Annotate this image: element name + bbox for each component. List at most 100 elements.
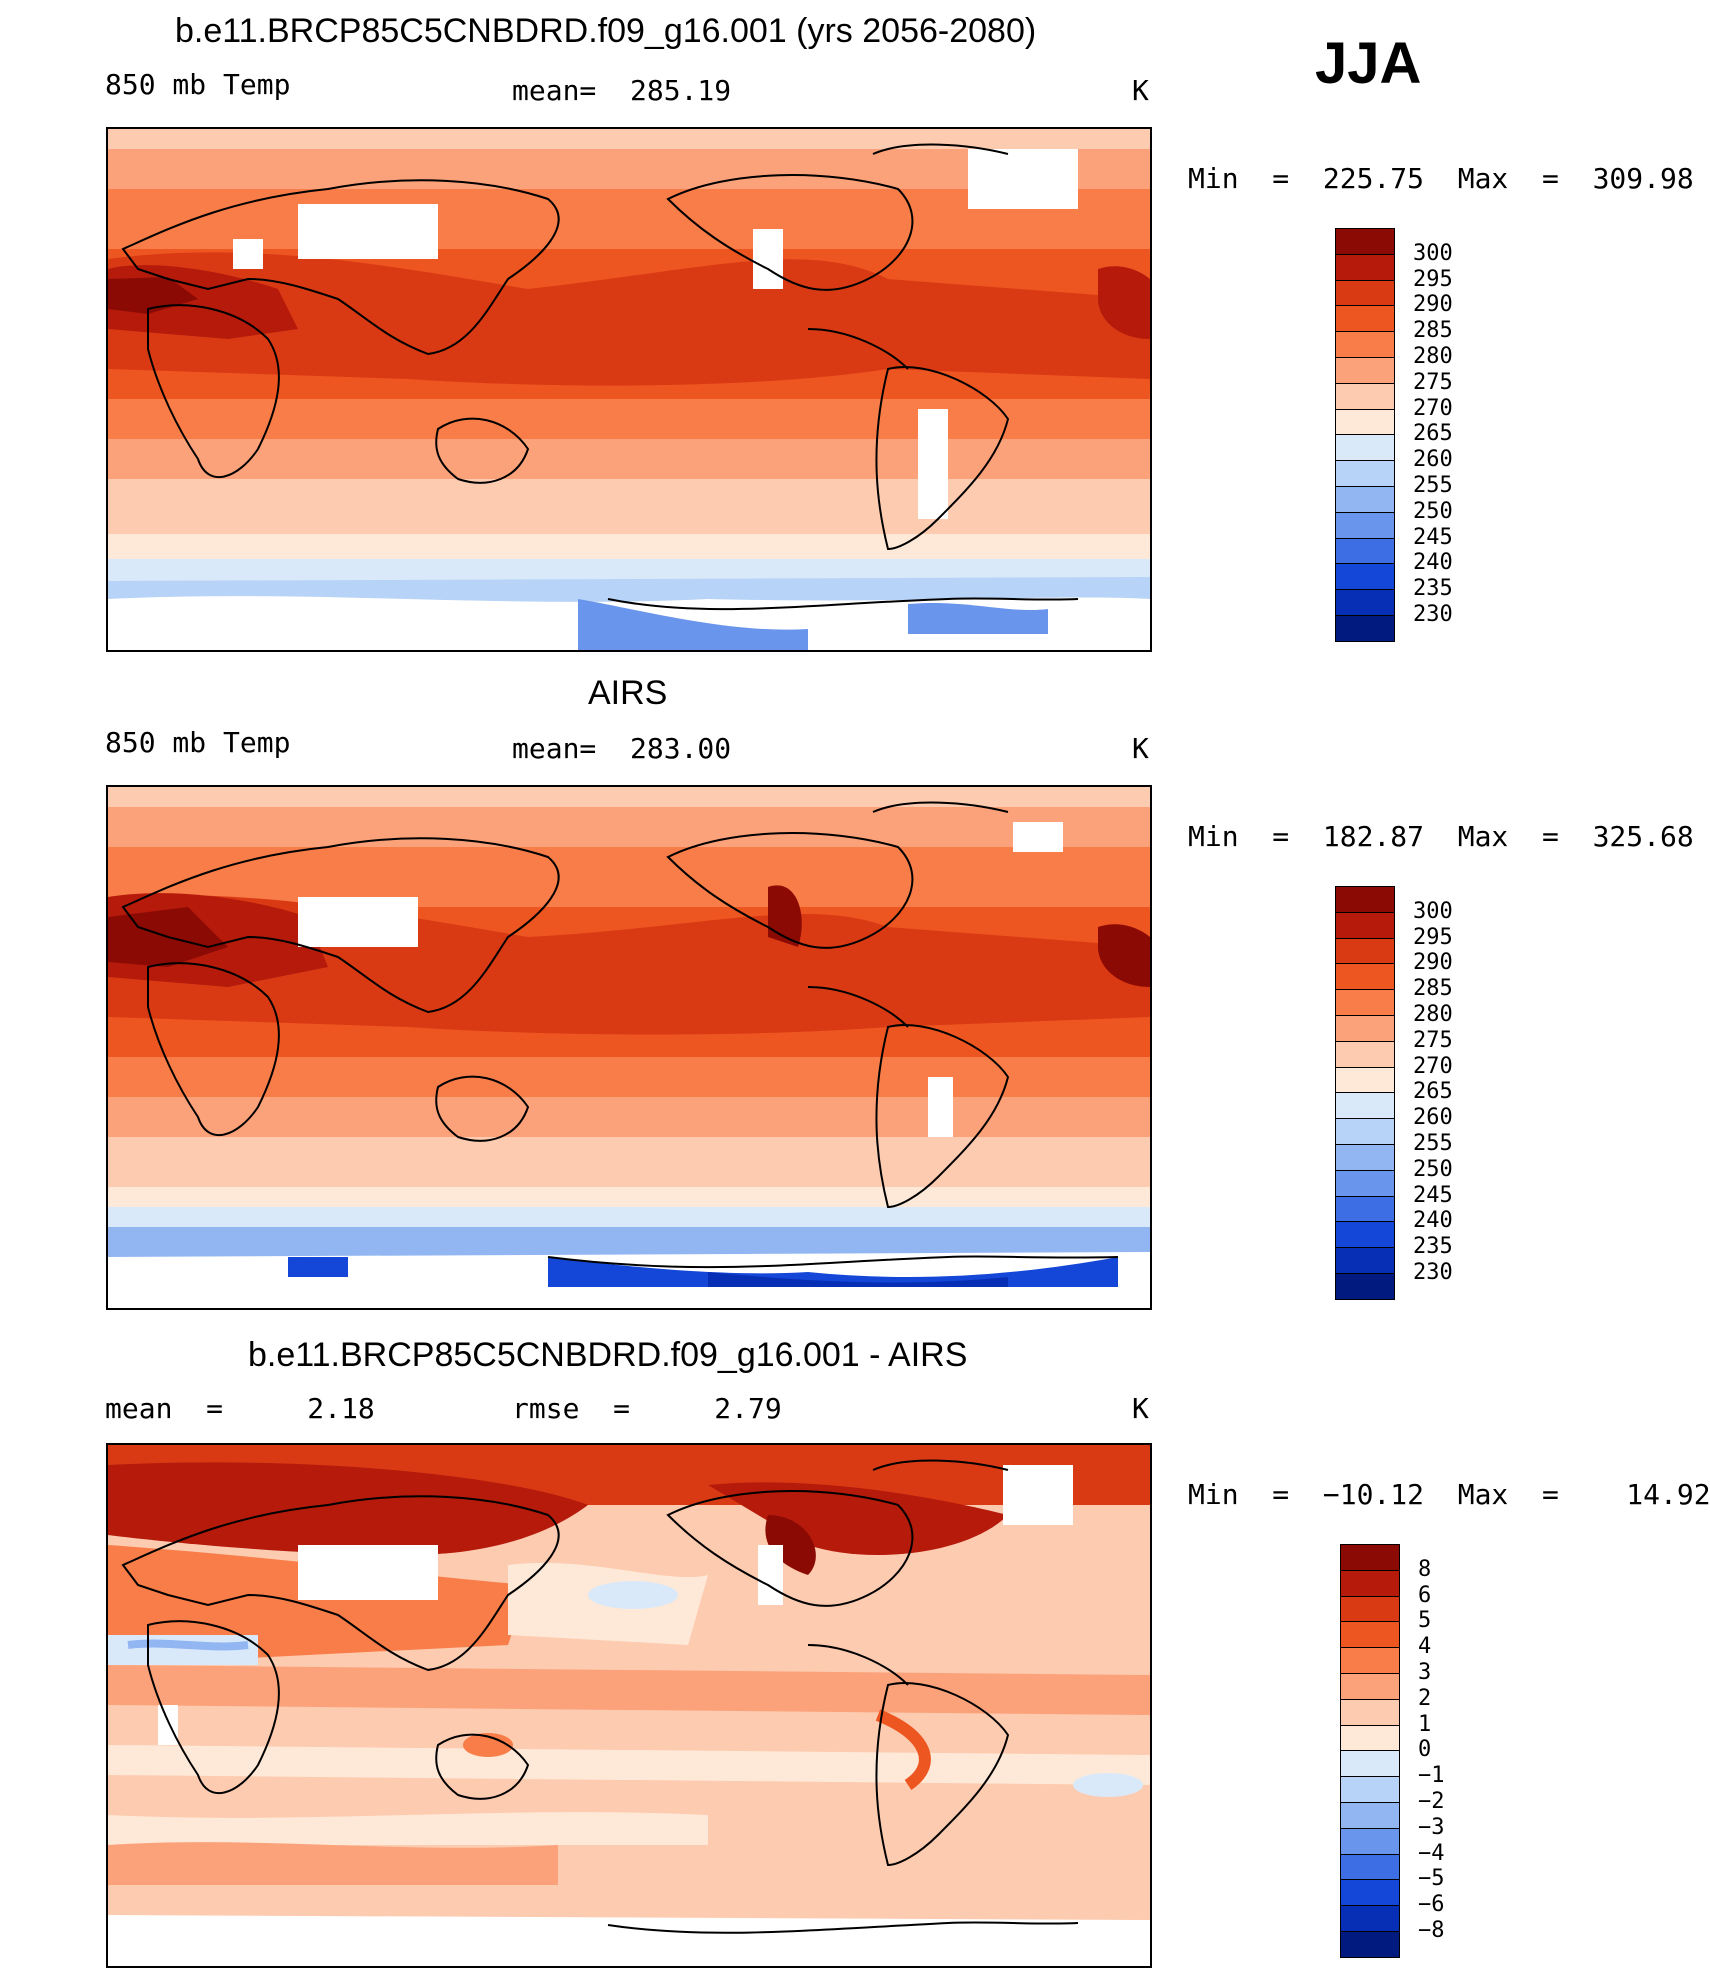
panel-2-units: K [1132, 732, 1149, 765]
panel-2-title: AIRS [588, 674, 668, 712]
panel-1-minmax: Min = 225.75 Max = 309.98 [1188, 162, 1694, 195]
panel-3-title: b.e11.BRCP85C5CNBDRD.f09_g16.001 - AIRS [248, 1336, 968, 1374]
colorbar-cell [1335, 937, 1395, 965]
panel-3-map [106, 1443, 1152, 1968]
colorbar-label: 245 [1413, 1182, 1453, 1208]
colorbar-cell [1335, 1015, 1395, 1042]
colorbar-cell [1340, 1802, 1400, 1829]
colorbar-label: −5 [1418, 1866, 1445, 1892]
colorbar-label: 285 [1413, 976, 1453, 1002]
colorbar-label: 2 [1418, 1685, 1432, 1711]
colorbar-label: 290 [1413, 292, 1453, 318]
colorbar-label: 230 [1413, 602, 1453, 627]
colorbar-label: 1 [1418, 1711, 1432, 1737]
colorbar-cell [1335, 511, 1395, 539]
panel-3-units: K [1132, 1392, 1149, 1425]
panel-1-title: b.e11.BRCP85C5CNBDRD.f09_g16.001 (yrs 20… [175, 12, 1037, 50]
panel-2-map-svg [108, 787, 1150, 1308]
colorbar-label: 280 [1413, 1002, 1453, 1027]
colorbar-label: 250 [1413, 498, 1453, 524]
colorbar-cell [1335, 537, 1395, 565]
colorbar-label: 240 [1413, 1208, 1453, 1234]
colorbar-label: −6 [1418, 1892, 1445, 1918]
colorbar-cell [1340, 1595, 1400, 1623]
colorbar-cell [1335, 460, 1395, 487]
colorbar-label: 260 [1413, 447, 1453, 473]
colorbar-cell [1335, 228, 1395, 255]
colorbar-cell [1335, 1221, 1395, 1249]
panel-2-map [106, 785, 1152, 1310]
colorbar-cell [1335, 1066, 1395, 1094]
colorbar-label: 0 [1418, 1737, 1432, 1763]
colorbar-label: 5 [1418, 1608, 1432, 1634]
season-label: JJA [1315, 31, 1422, 96]
colorbar-label: 4 [1418, 1634, 1432, 1660]
colorbar-label: 265 [1413, 1079, 1453, 1105]
colorbar-cell [1335, 563, 1395, 591]
colorbar-cell [1335, 1144, 1395, 1171]
colorbar-cell [1335, 1118, 1395, 1145]
colorbar-label: 8 [1418, 1556, 1432, 1582]
colorbar-cell [1340, 1698, 1400, 1726]
colorbar-cell [1335, 279, 1395, 307]
colorbar-cell [1335, 1092, 1395, 1120]
colorbar-label: 280 [1413, 344, 1453, 369]
colorbar-cell [1340, 1905, 1400, 1932]
colorbar-cell [1335, 1247, 1395, 1274]
colorbar-cell [1335, 357, 1395, 384]
panel-3-minmax: Min = −10.12 Max = 14.92 [1188, 1478, 1710, 1511]
colorbar-cell [1335, 253, 1395, 281]
colorbar-label: 300 [1413, 240, 1453, 266]
panel-1-map-svg [108, 129, 1150, 650]
panel-2-variable: 850 mb Temp [105, 726, 291, 759]
colorbar-label: 255 [1413, 473, 1453, 498]
colorbar-label: −2 [1418, 1789, 1445, 1814]
colorbar-label: 250 [1413, 1156, 1453, 1182]
colorbar-cell [1335, 486, 1395, 513]
colorbar-cell [1340, 1544, 1400, 1571]
colorbar-cell [1335, 305, 1395, 333]
colorbar-label: 265 [1413, 421, 1453, 447]
colorbar-label: 290 [1413, 950, 1453, 976]
colorbar-label: 295 [1413, 924, 1453, 950]
panel-3-map-svg [108, 1445, 1150, 1966]
colorbar-cell [1340, 1879, 1400, 1907]
colorbar-label: 275 [1413, 369, 1453, 395]
colorbar-cell [1340, 1673, 1400, 1700]
colorbar-cell [1340, 1827, 1400, 1855]
colorbar-label: 255 [1413, 1131, 1453, 1156]
panel-1-mean: mean= 285.19 [512, 74, 732, 107]
colorbar-label: −3 [1418, 1814, 1445, 1840]
colorbar-cell [1335, 434, 1395, 462]
colorbar-cell [1335, 589, 1395, 616]
colorbar-label: −8 [1418, 1918, 1445, 1943]
panel-3-mean: mean = 2.18 [105, 1392, 375, 1425]
colorbar-cell [1335, 615, 1395, 642]
colorbar-cell [1340, 1776, 1400, 1803]
colorbar-label: 245 [1413, 524, 1453, 550]
colorbar-label: 3 [1418, 1660, 1432, 1685]
colorbar-cell [1340, 1569, 1400, 1597]
panel-3-rmse: rmse = 2.79 [512, 1392, 782, 1425]
colorbar-label: 300 [1413, 898, 1453, 924]
colorbar-cell [1335, 989, 1395, 1016]
colorbar-label: 270 [1413, 395, 1453, 421]
colorbar-label: −1 [1418, 1763, 1445, 1789]
colorbar-cell [1340, 1621, 1400, 1649]
colorbar-cell [1340, 1724, 1400, 1752]
colorbar-label: 6 [1418, 1582, 1432, 1608]
colorbar-label: 295 [1413, 266, 1453, 292]
colorbar-label: −4 [1418, 1840, 1445, 1866]
colorbar-cell [1335, 886, 1395, 913]
colorbar-label: 235 [1413, 1234, 1453, 1260]
panel-1-variable: 850 mb Temp [105, 68, 291, 101]
colorbar-cell [1335, 1040, 1395, 1068]
colorbar-cell [1340, 1647, 1400, 1674]
colorbar-label: 230 [1413, 1260, 1453, 1285]
colorbar-label: 285 [1413, 318, 1453, 344]
colorbar-label: 240 [1413, 550, 1453, 576]
colorbar-cell [1335, 963, 1395, 991]
panel-1-units: K [1132, 74, 1149, 107]
colorbar-label: 235 [1413, 576, 1453, 602]
colorbar-cell [1340, 1750, 1400, 1778]
